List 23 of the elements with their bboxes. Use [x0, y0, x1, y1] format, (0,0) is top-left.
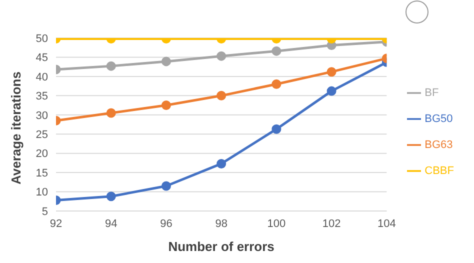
x-tick-label: 92 — [50, 218, 62, 230]
x-tick-label: 104 — [377, 218, 396, 230]
y-tick-label: 5 — [42, 206, 48, 218]
x-tick-label: 100 — [267, 218, 286, 230]
x-tick-label: 102 — [322, 218, 341, 230]
y-tick-label: 45 — [36, 52, 48, 64]
y-tick-label: 35 — [36, 90, 48, 103]
y-tick-label: 30 — [36, 110, 48, 122]
x-tick-label: 96 — [160, 218, 172, 230]
y-tick-label: 15 — [36, 167, 48, 180]
legend-label: CBBF — [424, 164, 454, 176]
y-tick-label: 25 — [36, 129, 48, 142]
y-tick-label: 20 — [36, 148, 48, 160]
legend-label: BG50 — [424, 112, 453, 124]
y-tick-label: 40 — [36, 71, 48, 84]
legend-label: BF — [424, 86, 439, 98]
legend-label: BG63 — [424, 138, 453, 150]
y-tick-label: 50 — [36, 32, 48, 45]
y-tick-label: 10 — [36, 186, 48, 199]
x-tick-label: 98 — [215, 218, 228, 230]
x-tick-label: 94 — [104, 218, 118, 230]
x-axis-title: Number of errors — [168, 239, 274, 254]
y-axis-title: Average iterations — [8, 72, 24, 184]
